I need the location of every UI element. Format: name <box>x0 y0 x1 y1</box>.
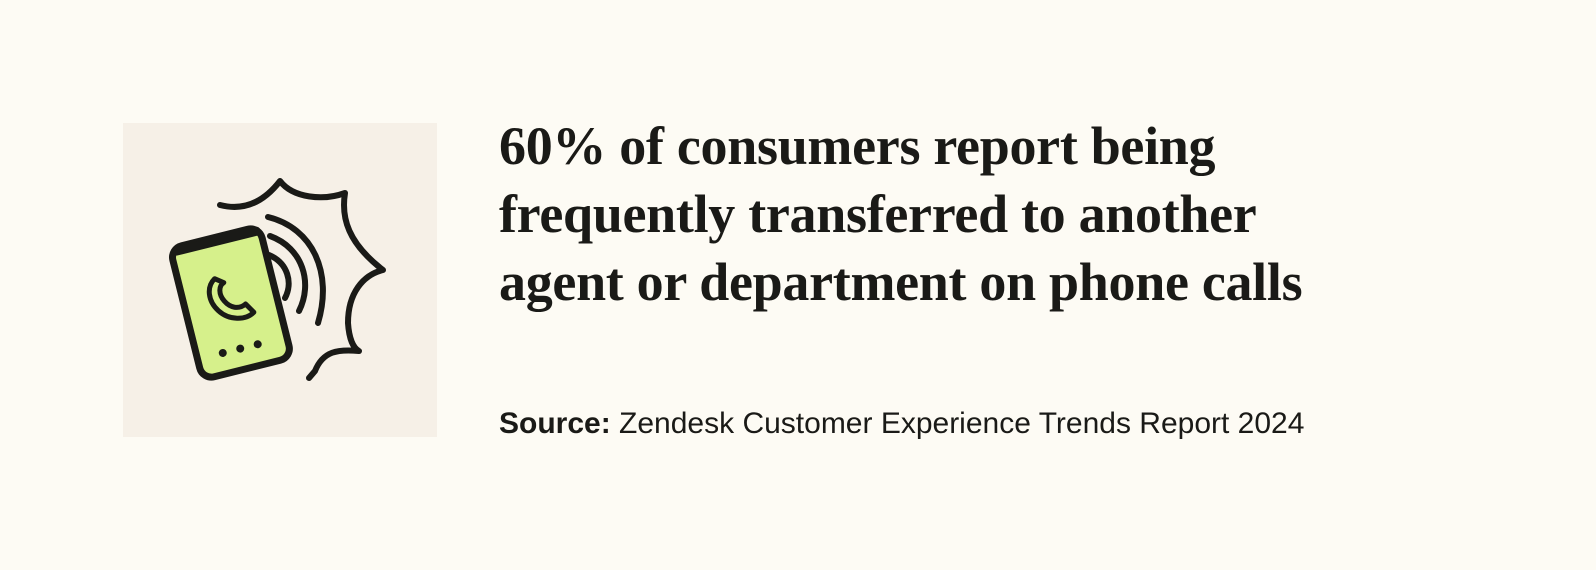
source-text: Zendesk Customer Experience Trends Repor… <box>619 407 1305 440</box>
icon-box <box>123 123 437 437</box>
phone-icon <box>169 178 386 381</box>
headline-line: agent or department on phone calls <box>499 252 1303 312</box>
source: Source: Zendesk Customer Experience Tren… <box>499 404 1304 444</box>
headline-line: 60% of consumers report being <box>499 116 1216 176</box>
source-label: Source: <box>499 407 611 440</box>
headline-line: frequently transferred to another <box>499 184 1257 244</box>
headline: 60% of consumers report being frequently … <box>499 112 1303 316</box>
